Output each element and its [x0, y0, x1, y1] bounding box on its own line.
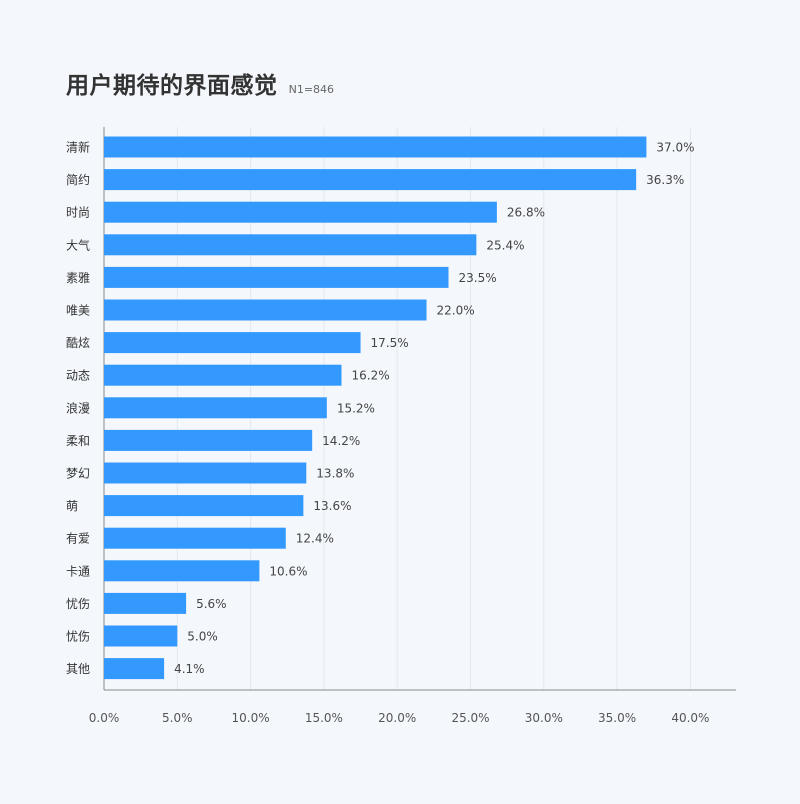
bar: [104, 169, 637, 191]
value-label: 16.2%: [351, 369, 389, 383]
bar: [104, 625, 178, 647]
bar: [104, 136, 647, 158]
bar: [104, 658, 165, 680]
bar: [104, 560, 260, 582]
value-label: 5.6%: [196, 597, 227, 611]
bar: [104, 201, 497, 223]
x-tick-label: 0.0%: [89, 711, 120, 725]
category-label: 酷炫: [66, 335, 90, 350]
x-tick-label: 30.0%: [525, 711, 563, 725]
chart-title-row: 用户期待的界面感觉 N1=846: [66, 66, 334, 100]
value-label: 36.3%: [646, 173, 684, 187]
value-label: 14.2%: [322, 434, 360, 448]
value-label: 5.0%: [187, 630, 218, 644]
value-label: 37.0%: [656, 141, 694, 155]
category-label: 萌: [66, 499, 78, 513]
bar: [104, 397, 327, 419]
value-label: 12.4%: [296, 532, 334, 546]
category-label: 时尚: [66, 206, 90, 220]
chart-subtitle: N1=846: [288, 83, 335, 96]
bar: [104, 527, 286, 549]
category-label: 梦幻: [66, 467, 90, 481]
bar: [104, 364, 342, 386]
category-label: 忧伤: [66, 630, 90, 644]
bar: [104, 332, 361, 354]
value-label: 13.6%: [313, 499, 351, 513]
category-label: 柔和: [66, 434, 90, 448]
bar: [104, 299, 427, 321]
value-label: 23.5%: [459, 271, 497, 285]
x-tick-label: 20.0%: [378, 711, 416, 725]
value-label: 26.8%: [507, 206, 545, 220]
x-tick-label: 15.0%: [305, 711, 343, 725]
value-label: 10.6%: [269, 564, 307, 578]
value-label: 22.0%: [437, 304, 475, 318]
category-label: 浪漫: [66, 400, 90, 415]
x-tick-label: 25.0%: [451, 711, 489, 725]
value-label: 13.8%: [316, 467, 354, 481]
category-label: 素雅: [66, 270, 90, 285]
value-label: 17.5%: [371, 336, 409, 350]
category-label: 其他: [66, 662, 90, 676]
category-label: 简约: [66, 172, 90, 187]
bar: [104, 592, 187, 614]
x-tick-label: 10.0%: [232, 711, 270, 725]
category-label: 忧伤: [66, 597, 90, 611]
chart-title: 用户期待的界面感觉: [66, 73, 278, 99]
value-label: 15.2%: [337, 401, 375, 415]
x-tick-label: 5.0%: [162, 711, 193, 725]
bar: [104, 234, 477, 256]
x-tick-label: 35.0%: [598, 711, 636, 725]
bar: [104, 495, 304, 517]
x-tick-label: 40.0%: [671, 711, 709, 725]
bar: [104, 266, 449, 288]
category-label: 清新: [66, 140, 90, 155]
category-label: 卡通: [66, 564, 90, 578]
category-label: 大气: [66, 237, 90, 252]
value-label: 25.4%: [486, 238, 524, 252]
category-label: 动态: [66, 369, 90, 383]
bar: [104, 429, 313, 451]
category-label: 唯美: [66, 304, 90, 318]
category-label: 有爱: [66, 532, 90, 546]
value-label: 4.1%: [174, 662, 205, 676]
bar: [104, 462, 307, 484]
